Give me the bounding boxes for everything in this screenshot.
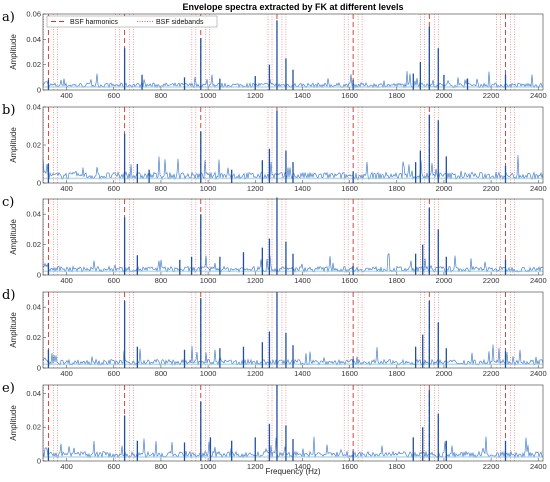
- x-tick-label: 2400: [530, 91, 547, 100]
- axes-frame: [42, 291, 544, 369]
- x-tick-label: 2200: [483, 91, 500, 100]
- panel-label: d): [2, 288, 15, 303]
- x-tick-label: 1000: [200, 91, 217, 100]
- x-tick-label: 1800: [388, 369, 405, 378]
- y-tick-label: 0.04: [26, 35, 41, 44]
- x-tick-label: 600: [107, 369, 120, 378]
- x-tick-label: 800: [155, 91, 168, 100]
- x-tick-label: 1600: [341, 369, 358, 378]
- y-axis-label: Amplitude: [9, 219, 18, 255]
- y-tick-label: 0.02: [26, 141, 41, 150]
- x-tick-label: 1800: [388, 91, 405, 100]
- x-tick-label: 1000: [200, 276, 217, 285]
- x-tick-label: 600: [107, 91, 120, 100]
- legend-harmonics-label: BSF harmonics: [70, 19, 118, 26]
- x-tick-label: 2000: [436, 184, 453, 193]
- x-tick-label: 2400: [530, 369, 547, 378]
- x-tick-label: 1200: [247, 462, 264, 471]
- legend: BSF harmonics BSF sidebands: [46, 15, 218, 28]
- panel-1: 0 0.02 0.04 0.06 400 600 800 1000 1200 1400 1600 18…: [2, 10, 547, 101]
- y-axis-label: Amplitude: [9, 405, 18, 441]
- x-tick-label: 600: [107, 462, 120, 471]
- x-tick-label: 2000: [436, 369, 453, 378]
- x-tick-label: 400: [60, 369, 73, 378]
- x-tick-label: 800: [155, 184, 168, 193]
- x-tick-label: 2000: [436, 91, 453, 100]
- panel-label: b): [2, 103, 15, 118]
- panel-label: c): [2, 195, 14, 210]
- x-tick-label: 400: [60, 276, 73, 285]
- axes-frame: [42, 384, 544, 462]
- y-tick-label: 0.04: [26, 389, 41, 398]
- y-tick-label: 0.02: [26, 60, 41, 69]
- x-tick-label: 1800: [388, 184, 405, 193]
- x-tick-label: 800: [155, 462, 168, 471]
- panel-3: 0 0.02 0.04 400 600 800 1000 1200 1400 1600 1800 20…: [2, 195, 547, 285]
- x-tick-label: 1600: [341, 184, 358, 193]
- x-tick-label: 1400: [294, 276, 311, 285]
- y-tick-label: 0: [37, 271, 41, 280]
- y-tick-label: 0.02: [26, 333, 41, 342]
- panel-label: a): [2, 10, 15, 25]
- figure-title: Envelope spectra extracted by FK at diff…: [182, 2, 403, 12]
- x-tick-label: 2200: [483, 462, 500, 471]
- x-tick-label: 1400: [294, 369, 311, 378]
- x-tick-label: 2400: [530, 184, 547, 193]
- x-tick-label: 1400: [294, 462, 311, 471]
- x-tick-label: 1600: [341, 91, 358, 100]
- y-tick-label: 0: [37, 86, 41, 95]
- y-tick-label: 0.02: [26, 423, 41, 432]
- x-tick-label: 1600: [341, 276, 358, 285]
- x-tick-label: 400: [60, 462, 73, 471]
- y-tick-label: 0.02: [26, 240, 41, 249]
- x-tick-label: 2400: [530, 276, 547, 285]
- x-tick-label: 1800: [388, 276, 405, 285]
- x-tick-label: 2000: [436, 276, 453, 285]
- axes-frame: [42, 198, 544, 276]
- x-tick-label: 1200: [247, 276, 264, 285]
- panel-4: 0 0.02 0.04 400 600 800 1000 1200 1400 1600 1800 20…: [2, 288, 547, 378]
- x-tick-label: 1800: [388, 462, 405, 471]
- x-tick-label: 2200: [483, 369, 500, 378]
- y-tick-label: 0: [37, 364, 41, 373]
- x-tick-label: 1000: [200, 462, 217, 471]
- y-tick-label: 0.06: [26, 10, 41, 19]
- x-tick-label: 1400: [294, 184, 311, 193]
- x-tick-label: 2200: [483, 276, 500, 285]
- y-tick-label: 0.04: [26, 103, 41, 112]
- x-tick-label: 600: [107, 276, 120, 285]
- panel-5: 0 0.02 0.04 400 600 800 1000 1200 1400 1600 1800 20…: [2, 381, 547, 471]
- x-tick-label: 1200: [247, 369, 264, 378]
- x-tick-label: 1000: [200, 184, 217, 193]
- legend-sidebands-label: BSF sidebands: [156, 19, 204, 26]
- legend-box: [46, 15, 218, 28]
- y-tick-label: 0.04: [26, 210, 41, 219]
- x-tick-label: 1200: [247, 184, 264, 193]
- x-tick-label: 800: [155, 276, 168, 285]
- panel-2: 0 0.02 0.04 400 600 800 1000 1200 1400 1600 1800 20…: [2, 103, 547, 194]
- panels-group: 0 0.02 0.04 0.06 400 600 800 1000 1200 1400 1600 18…: [2, 10, 547, 472]
- x-tick-label: 2200: [483, 184, 500, 193]
- x-tick-label: 1200: [247, 91, 264, 100]
- y-axis-label: Amplitude: [9, 312, 18, 348]
- x-tick-label: 600: [107, 184, 120, 193]
- x-tick-label: 800: [155, 369, 168, 378]
- x-tick-label: 2000: [436, 462, 453, 471]
- y-axis-label: Amplitude: [9, 34, 18, 70]
- panel-label: e): [2, 381, 15, 396]
- x-tick-label: 2400: [530, 462, 547, 471]
- x-tick-label: 400: [60, 91, 73, 100]
- x-tick-label: 400: [60, 184, 73, 193]
- y-axis-label: Amplitude: [9, 127, 18, 163]
- y-tick-label: 0: [37, 457, 41, 466]
- x-tick-label: 1400: [294, 91, 311, 100]
- x-axis-label: Frequency (Hz): [265, 467, 320, 476]
- axes-frame: [42, 13, 544, 91]
- y-tick-label: 0: [37, 179, 41, 188]
- x-tick-label: 1600: [341, 462, 358, 471]
- x-tick-label: 1000: [200, 369, 217, 378]
- y-tick-label: 0.04: [26, 303, 41, 312]
